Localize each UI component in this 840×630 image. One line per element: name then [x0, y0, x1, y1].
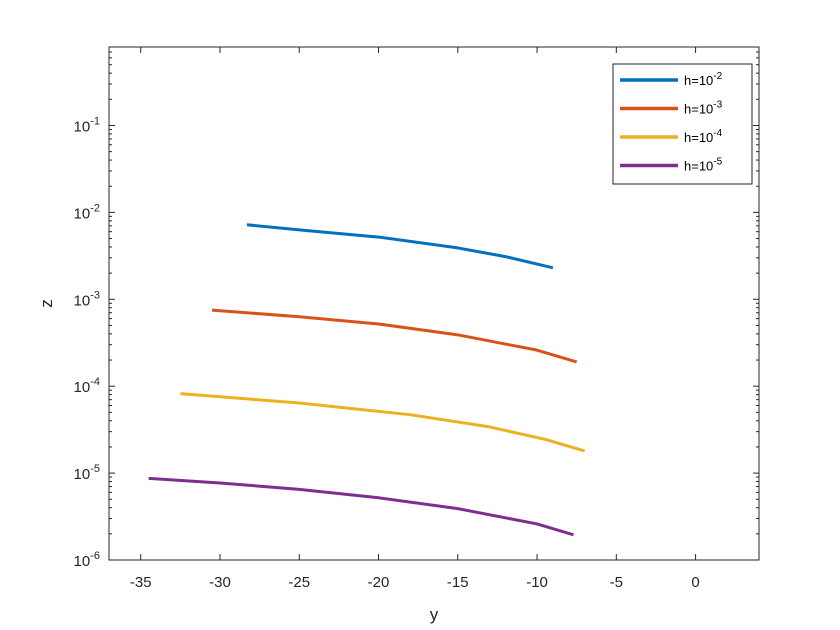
series-line-1 [246, 223, 554, 270]
series-line-3 [180, 392, 586, 453]
legend-label: h=10-5 [684, 157, 723, 174]
x-tick-label: -5 [610, 574, 623, 591]
x-axis-label: y [430, 605, 439, 624]
legend: h=10-2 h=10-3 h=10-4 h=10-5 [612, 63, 753, 185]
y-tick-label: 10-4 [74, 376, 100, 396]
x-tick-label: 0 [691, 574, 699, 591]
series-layer [148, 223, 586, 537]
ticks-layer: -35 -30 -25 -20 -15 -10 -5 0 10-6 10-5 10-4 10-3 10-… [74, 46, 759, 591]
legend-label: h=10-2 [684, 71, 723, 88]
legend-label: h=10-3 [684, 100, 723, 117]
x-tick-label: -10 [526, 574, 548, 591]
y-tick-label: 10-5 [74, 463, 100, 483]
series-line-2 [211, 308, 578, 364]
y-axis-label: z [37, 299, 56, 308]
series-line-4 [148, 476, 574, 537]
y-tick-label: 10-3 [74, 289, 100, 309]
x-tick-label: -25 [288, 574, 310, 591]
x-tick-label: -35 [130, 574, 152, 591]
y-tick-label: 10-6 [74, 550, 100, 570]
x-tick-label: -15 [447, 574, 469, 591]
y-tick-label: 10-1 [74, 115, 100, 135]
legend-label: h=10-4 [684, 128, 723, 145]
y-tick-label: 10-2 [74, 202, 100, 222]
x-tick-label: -20 [368, 574, 390, 591]
x-tick-label: -30 [209, 574, 231, 591]
